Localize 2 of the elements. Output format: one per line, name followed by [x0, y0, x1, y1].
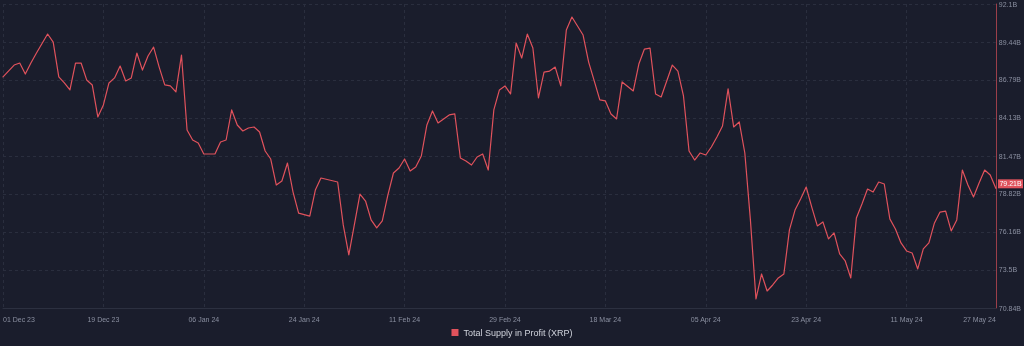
line-series — [2, 16, 997, 300]
legend-label: Total Supply in Profit (XRP) — [463, 327, 573, 338]
